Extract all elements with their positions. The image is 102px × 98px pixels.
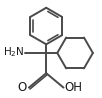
Text: H$_2$N: H$_2$N (3, 45, 24, 59)
Text: O: O (17, 81, 27, 94)
Text: OH: OH (64, 81, 83, 94)
